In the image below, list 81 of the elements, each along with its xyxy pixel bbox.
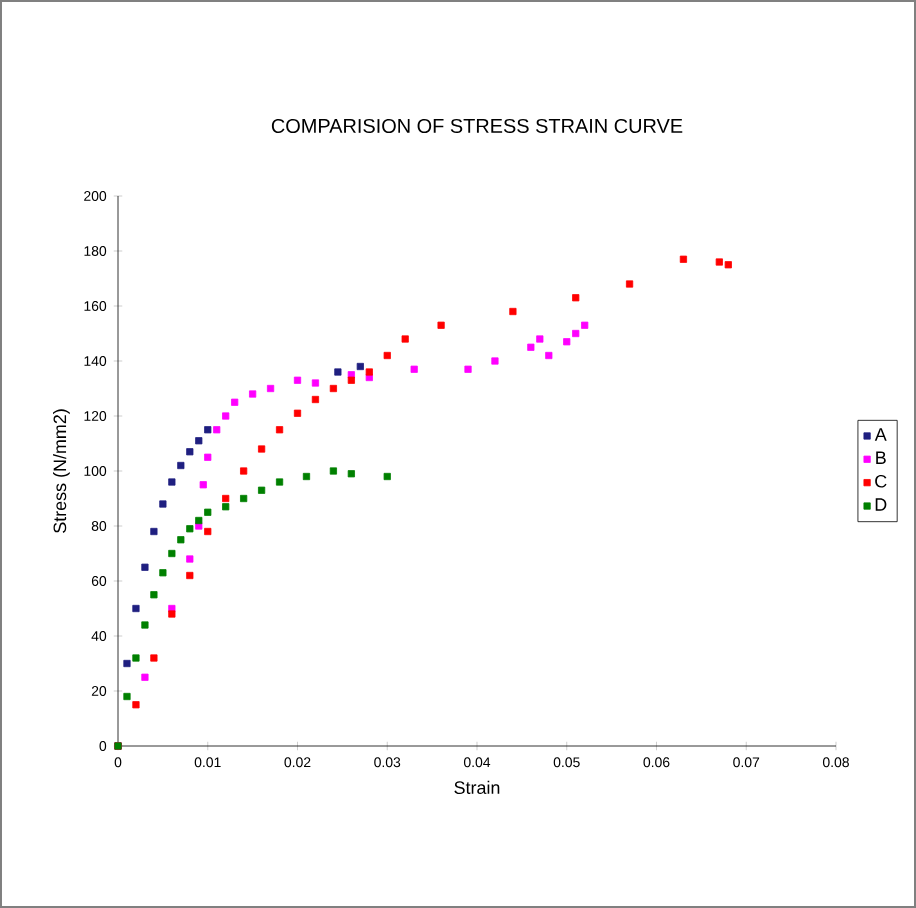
point [141,673,149,681]
point [168,478,176,486]
point [204,453,212,461]
point [679,255,688,263]
point [123,659,131,668]
point [150,527,158,536]
point [625,280,634,288]
point [123,692,131,701]
legend-label: D [875,498,887,511]
point [240,494,248,503]
point [275,478,284,486]
point [168,610,176,618]
point [249,390,257,398]
point [563,338,571,346]
point [177,461,185,470]
legend-label: B [876,451,886,464]
point [536,335,544,343]
point [213,426,221,434]
point [464,365,472,373]
point [347,376,355,384]
point [258,486,266,494]
point [724,261,732,269]
point [204,527,212,536]
legend-label: A [874,428,887,441]
point [132,654,140,662]
point [491,357,499,365]
point [383,472,391,481]
point [365,368,373,376]
point [347,470,355,478]
point [293,409,302,417]
point [329,467,337,475]
point [715,258,723,266]
point [334,368,342,376]
point [311,379,320,387]
point [141,563,149,571]
point [401,335,409,343]
point [186,571,194,580]
point [159,569,167,577]
point [293,376,302,384]
point [275,426,284,434]
x-axis-title: Strain [454,780,500,795]
point [222,412,230,420]
point [141,621,149,629]
point [186,448,194,456]
point [572,329,580,338]
point [204,508,212,516]
point [410,365,418,373]
chart-title: COMPARISION OF STRESS STRAIN CURVE [271,118,683,133]
point [329,384,337,393]
point [302,472,311,481]
point [240,467,248,475]
point [186,555,194,563]
point [132,604,140,613]
point [266,384,275,393]
point [356,362,364,371]
point [204,426,212,434]
point [177,536,185,544]
point [150,654,158,662]
point [199,481,207,489]
point [581,321,589,329]
point [222,494,230,503]
point [545,351,553,360]
legend-label: C [875,474,887,488]
point [195,522,203,530]
point [258,445,266,453]
point [383,351,391,360]
point [231,398,239,406]
point [572,294,580,302]
point [186,525,194,533]
point [132,701,140,709]
point [311,395,320,404]
point [195,437,203,445]
point [527,343,535,351]
point [150,591,158,599]
point [168,549,176,558]
point [222,503,230,511]
point [437,321,445,329]
y-axis-title: Stress (N/mm2) [53,409,70,533]
point [509,307,517,316]
point [159,500,167,508]
point [195,516,203,525]
